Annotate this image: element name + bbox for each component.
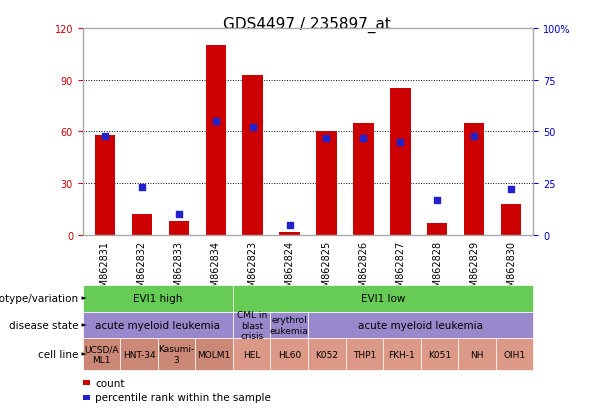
Point: [359, 135, 368, 142]
Text: EVI1 low: EVI1 low: [361, 293, 405, 304]
Point: [174, 211, 184, 218]
Text: CML in
blast
crisis: CML in blast crisis: [237, 311, 267, 340]
Bar: [464, 123, 484, 235]
Text: count: count: [95, 377, 124, 388]
Bar: [501, 204, 521, 235]
Text: THP1: THP1: [352, 350, 376, 358]
Text: K052: K052: [315, 350, 338, 358]
Text: percentile rank within the sample: percentile rank within the sample: [95, 392, 271, 403]
Bar: [169, 222, 189, 235]
Text: Kasumi-
3: Kasumi- 3: [159, 344, 195, 364]
Text: cell line: cell line: [38, 349, 78, 359]
Text: erythrol
eukemia: erythrol eukemia: [270, 316, 308, 335]
Point: [211, 119, 221, 125]
Bar: [427, 223, 447, 235]
Point: [284, 222, 294, 228]
Bar: [316, 132, 337, 235]
Point: [137, 185, 147, 191]
Bar: [243, 75, 263, 235]
Text: EVI1 high: EVI1 high: [133, 293, 183, 304]
Bar: [280, 232, 300, 235]
Bar: [353, 123, 373, 235]
Text: disease state: disease state: [9, 320, 78, 330]
Point: [470, 133, 479, 140]
Text: HEL: HEL: [243, 350, 261, 358]
Text: UCSD/A
ML1: UCSD/A ML1: [84, 344, 119, 364]
Bar: [132, 215, 152, 235]
Text: acute myeloid leukemia: acute myeloid leukemia: [96, 320, 220, 330]
Text: NH: NH: [470, 350, 484, 358]
Text: HL60: HL60: [278, 350, 301, 358]
Point: [322, 135, 332, 142]
Text: acute myeloid leukemia: acute myeloid leukemia: [358, 320, 483, 330]
Point: [248, 125, 257, 131]
Point: [432, 197, 442, 204]
Bar: [205, 46, 226, 235]
Text: genotype/variation: genotype/variation: [0, 293, 78, 304]
Text: GDS4497 / 235897_at: GDS4497 / 235897_at: [223, 17, 390, 33]
Text: HNT-34: HNT-34: [123, 350, 155, 358]
Text: K051: K051: [428, 350, 451, 358]
Text: FKH-1: FKH-1: [389, 350, 415, 358]
Point: [506, 187, 516, 193]
Point: [395, 139, 405, 146]
Text: MOLM1: MOLM1: [197, 350, 230, 358]
Text: OIH1: OIH1: [503, 350, 525, 358]
Bar: [390, 89, 411, 235]
Point: [100, 133, 110, 140]
Bar: [95, 135, 115, 235]
